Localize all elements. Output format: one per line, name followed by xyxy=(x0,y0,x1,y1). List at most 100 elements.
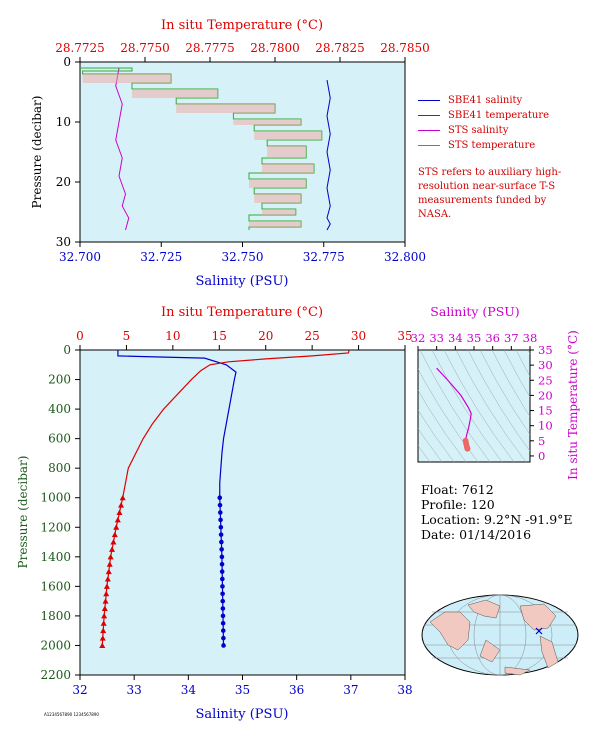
ts-x-tick-label: 37 xyxy=(504,331,519,345)
bottom-x2-tick-label: 0 xyxy=(76,329,84,343)
top-x-tick-label: 32.775 xyxy=(303,250,345,264)
ts-x-axis: 32 33 34 35 36 37 38 xyxy=(411,331,537,350)
ts-y-tick-label: 15 xyxy=(538,404,553,418)
sts-note: STS refers to auxiliary high-resolution … xyxy=(418,167,562,220)
ts-y-tick-label: 10 xyxy=(538,419,553,433)
top-sts-band xyxy=(254,194,301,203)
bottom-x-tick-label: 36 xyxy=(289,683,304,697)
bottom-x-tick-label: 37 xyxy=(343,683,358,697)
ts-density-contour xyxy=(431,350,503,462)
top-x-tick-label: 32.800 xyxy=(384,250,426,264)
bottom-temperature-marker xyxy=(103,590,110,597)
bottom-temperature-marker xyxy=(107,553,114,560)
bottom-series-group xyxy=(99,349,350,648)
bottom-y-tick-label: 2200 xyxy=(40,668,71,682)
top-y-axis: 0 10 20 30 xyxy=(56,55,80,249)
bottom-temperature-marker xyxy=(110,539,117,545)
top-sts-band xyxy=(262,209,296,215)
top-title: In situ Temperature (°C) xyxy=(161,18,323,33)
legend-item-sts-temperature: STS temperature xyxy=(418,138,549,153)
bottom-title: In situ Temperature (°C) xyxy=(161,305,323,320)
bottom-y-tick-label: 1000 xyxy=(40,491,71,505)
ts-series-group xyxy=(436,367,472,452)
footer-stamp: A1234567890 1234567890 xyxy=(44,712,99,717)
top-sts-band xyxy=(233,119,301,125)
bottom-y-tick-label: 600 xyxy=(48,432,71,446)
bottom-temperature-marker xyxy=(100,627,107,634)
ts-density-contour xyxy=(491,350,530,418)
bottom-x-axis: 32 33 34 35 36 37 38 xyxy=(72,675,413,697)
float-number: Float: 7612 xyxy=(421,482,494,497)
legend-item-sbe41-salinity: SBE41 salinity xyxy=(418,93,549,108)
ts-y-tick-label: 25 xyxy=(538,373,553,387)
bottom-temperature-marker xyxy=(99,635,106,641)
bottom-x2-tick-label: 15 xyxy=(212,329,227,343)
bottom-x2-tick-label: 25 xyxy=(305,329,320,343)
bottom-y-tick-label: 800 xyxy=(48,461,71,475)
bottom-x-tick-label: 33 xyxy=(127,683,142,697)
bottom-salinity-marker xyxy=(220,584,225,589)
bottom-salinity-marker xyxy=(220,620,226,626)
top-y-tick-label: 10 xyxy=(56,115,71,129)
ts-y-tick-label: 35 xyxy=(538,343,553,357)
ts-density-contour xyxy=(479,350,530,436)
bottom-temperature-marker xyxy=(99,642,106,648)
top-ylabel: Pressure (decibar) xyxy=(30,96,44,209)
top-x2-tick-label: 28.7825 xyxy=(315,41,365,55)
bottom-temperature-marker xyxy=(101,612,108,619)
top-x2-axis: 28.7725 28.7750 28.7775 28.7800 28.7825 28.78… xyxy=(55,41,430,62)
bottom-salinity-marker xyxy=(217,510,223,515)
legend-label: STS temperature xyxy=(448,140,536,151)
world-map xyxy=(421,594,579,676)
bottom-x2-tick-label: 35 xyxy=(397,329,412,343)
bottom-salinity-marker xyxy=(220,591,225,597)
ts-density-contour xyxy=(503,350,530,398)
top-x2-tick-label: 28.7850 xyxy=(380,41,430,55)
bottom-salinity-marker xyxy=(220,576,225,582)
ts-x-tick-label: 32 xyxy=(411,331,426,345)
bottom-y-tick-label: 400 xyxy=(48,402,71,416)
top-series-group xyxy=(80,67,331,231)
bottom-temperature-marker xyxy=(100,620,107,626)
top-xlabel: Salinity (PSU) xyxy=(196,274,289,289)
bottom-x-tick-label: 34 xyxy=(181,683,197,697)
top-sts-band xyxy=(176,104,275,113)
top-x2-tick-label: 28.7725 xyxy=(55,41,105,55)
ts-density-contour xyxy=(515,350,530,378)
legend-label: STS salinity xyxy=(448,125,509,136)
ts-density-contours xyxy=(418,350,530,462)
ts-density-contour xyxy=(418,428,443,462)
top-x2-tick-label: 28.7800 xyxy=(250,41,300,55)
ts-density-contour xyxy=(443,350,515,462)
top-sts-band xyxy=(267,146,307,158)
bottom-salinity-marker xyxy=(220,628,226,633)
top-series-line xyxy=(115,67,130,231)
bottom-y-tick-label: 0 xyxy=(63,343,71,357)
ts-x-tick-label: 33 xyxy=(429,331,444,345)
bottom-y-tick-label: 1200 xyxy=(40,520,71,534)
bottom-salinity-marker xyxy=(221,635,226,641)
top-y-tick-label: 20 xyxy=(56,175,71,189)
ts-title: Salinity (PSU) xyxy=(430,304,519,319)
top-y-tick-label: 30 xyxy=(56,235,71,249)
ts-x-tick-label: 36 xyxy=(485,331,500,345)
top-x2-tick-label: 28.7750 xyxy=(120,41,170,55)
legend-item-sbe41-temperature: SBE41 temperature xyxy=(418,108,549,123)
bottom-y-tick-label: 2000 xyxy=(40,638,71,652)
bottom-x2-tick-label: 10 xyxy=(165,329,180,343)
top-x-axis: 32.700 32.725 32.750 32.775 32.800 xyxy=(59,242,426,264)
bottom-salinity-marker xyxy=(219,547,224,552)
bottom-temperature-marker xyxy=(102,598,109,604)
top-x2-tick-label: 28.7775 xyxy=(185,41,235,55)
top-x-tick-label: 32.750 xyxy=(222,250,264,264)
float-location-marker xyxy=(535,627,543,635)
ts-density-contour xyxy=(419,350,491,462)
bottom-y-tick-label: 1800 xyxy=(40,609,71,623)
bottom-salinity-marker xyxy=(219,569,225,574)
ts-density-contour xyxy=(418,409,455,462)
ts-x-tick-label: 35 xyxy=(467,331,482,345)
float-info: Float: 7612 Profile: 120 Location: 9.2°N… xyxy=(421,482,573,542)
